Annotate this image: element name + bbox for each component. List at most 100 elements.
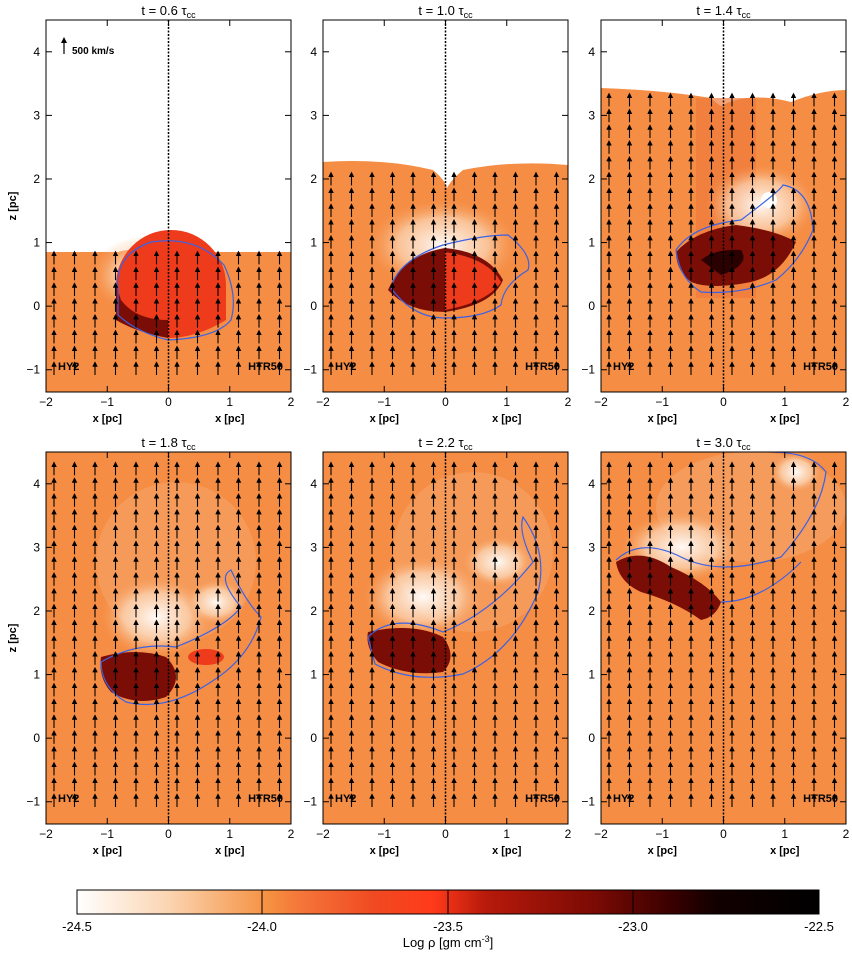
cloud-fragment — [188, 649, 224, 665]
x-axis-label-right: x [pc] — [492, 845, 522, 857]
x-axis-label-left: x [pc] — [648, 845, 678, 857]
y-tick-label: 3 — [33, 108, 40, 122]
x-tick-label: 1 — [781, 827, 788, 841]
x-tick-label: −1 — [100, 395, 114, 409]
x-axis-label-left: x [pc] — [370, 413, 400, 425]
hot-blob — [771, 452, 821, 492]
y-tick-label: −1 — [303, 363, 317, 377]
x-tick-label: 2 — [565, 827, 572, 841]
hot-blob — [186, 580, 246, 624]
run-label-left: HY2 — [613, 361, 634, 373]
x-tick-label: 0 — [720, 395, 727, 409]
run-label-left: HY2 — [335, 793, 356, 805]
y-tick-label: 0 — [33, 299, 40, 313]
x-axis-label-right: x [pc] — [215, 845, 245, 857]
cloud-core — [116, 285, 168, 338]
tracer-contour — [117, 240, 234, 341]
x-tick-label: −2 — [39, 395, 53, 409]
colorbar: -24.5 -24.0 -23.5 -23.0 -22.5 Log ρ [gm … — [62, 889, 834, 950]
run-label-right: HTR50 — [525, 361, 560, 373]
x-tick-label: 2 — [288, 827, 295, 841]
x-axis-label-left: x [pc] — [370, 845, 400, 857]
cloud — [116, 230, 226, 338]
y-tick-label: −1 — [581, 795, 595, 809]
y-tick-label: 4 — [588, 477, 595, 491]
x-axis-label-left: x [pc] — [93, 845, 123, 857]
x-tick-label: 2 — [843, 395, 850, 409]
y-tick-label: 0 — [33, 731, 40, 745]
run-label-right: HTR50 — [248, 361, 283, 373]
x-tick-label: −1 — [377, 395, 391, 409]
x-tick-label: 0 — [165, 395, 172, 409]
y-tick-label: −1 — [26, 363, 40, 377]
panel-title: t = 2.2 τcc — [418, 435, 473, 452]
y-tick-label: −1 — [303, 795, 317, 809]
x-tick-label: 0 — [165, 827, 172, 841]
colorbar-tick-label: -23.0 — [618, 919, 648, 934]
y-tick-label: 0 — [310, 299, 317, 313]
colorbar-tick-label: -23.5 — [433, 919, 463, 934]
x-tick-label: 1 — [503, 827, 510, 841]
x-tick-label: 1 — [781, 395, 788, 409]
x-tick-label: 0 — [720, 827, 727, 841]
run-label-right: HTR50 — [803, 793, 838, 805]
y-tick-label: 0 — [588, 299, 595, 313]
y-axis-label: z [pc] — [7, 191, 19, 220]
cloud — [100, 652, 176, 701]
cloud-right — [445, 252, 501, 310]
x-tick-label: −1 — [100, 827, 114, 841]
run-label-left: HY2 — [335, 361, 356, 373]
x-tick-label: 1 — [226, 827, 233, 841]
x-tick-label: −2 — [594, 395, 608, 409]
y-tick-label: 4 — [588, 45, 595, 59]
y-tick-label: 2 — [310, 604, 317, 618]
panel-image — [46, 20, 291, 392]
y-tick-label: 1 — [310, 668, 317, 682]
hot-blob — [761, 192, 777, 208]
velocity-field — [51, 461, 283, 807]
x-tick-label: −2 — [316, 827, 330, 841]
y-tick-label: 3 — [310, 108, 317, 122]
colorbar-label: Log ρ [gm cm-3] — [403, 934, 494, 950]
panel-title: t = 1.0 τcc — [418, 3, 473, 20]
x-axis-label-right: x [pc] — [492, 413, 522, 425]
colorbar-tick-label: -24.5 — [62, 919, 92, 934]
run-label-left: HY2 — [58, 793, 79, 805]
x-tick-label: −1 — [655, 827, 669, 841]
x-tick-label: 2 — [288, 395, 295, 409]
x-tick-label: 0 — [442, 395, 449, 409]
y-tick-label: 1 — [588, 668, 595, 682]
velocity-field — [606, 461, 838, 807]
y-tick-label: 3 — [588, 540, 595, 554]
colorbar-tick-label: -24.0 — [247, 919, 277, 934]
y-tick-label: 1 — [588, 236, 595, 250]
tracer-contour — [367, 515, 542, 678]
panel: −2 −1 0 1 2 4 3 2 1 0 −1 x [pc] x [pc] z [pc] t = 0.6 … — [7, 3, 295, 425]
x-axis-label-right: x [pc] — [770, 413, 800, 425]
x-tick-label: −2 — [594, 827, 608, 841]
cloud — [367, 628, 451, 674]
run-label-left: HY2 — [58, 361, 79, 373]
y-tick-label: 3 — [588, 108, 595, 122]
y-tick-label: 4 — [33, 477, 40, 491]
panel: −2 −1 0 1 2 4 3 2 1 0 −1 x [pc] x [pc] z [pc] t = 1.8 … — [7, 435, 295, 857]
y-tick-label: 4 — [33, 45, 40, 59]
run-label-right: HTR50 — [248, 793, 283, 805]
y-tick-label: 4 — [310, 477, 317, 491]
velocity-field — [606, 92, 838, 375]
velocity-field — [328, 171, 560, 375]
y-tick-label: −1 — [26, 795, 40, 809]
panel: −2 −1 0 1 2 4 3 2 1 0 −1 x [pc] x [pc] t = 3.0 τcc HY2… — [581, 435, 849, 857]
run-label-right: HTR50 — [525, 793, 560, 805]
y-tick-label: 2 — [310, 172, 317, 186]
y-tick-label: 0 — [588, 731, 595, 745]
y-tick-label: 2 — [588, 604, 595, 618]
x-tick-label: 2 — [843, 827, 850, 841]
x-tick-label: −2 — [316, 395, 330, 409]
y-tick-label: 2 — [33, 172, 40, 186]
y-axis-label: z [pc] — [7, 623, 19, 652]
y-tick-label: 1 — [33, 236, 40, 250]
tracer-contour — [675, 184, 814, 294]
y-tick-label: −1 — [581, 363, 595, 377]
